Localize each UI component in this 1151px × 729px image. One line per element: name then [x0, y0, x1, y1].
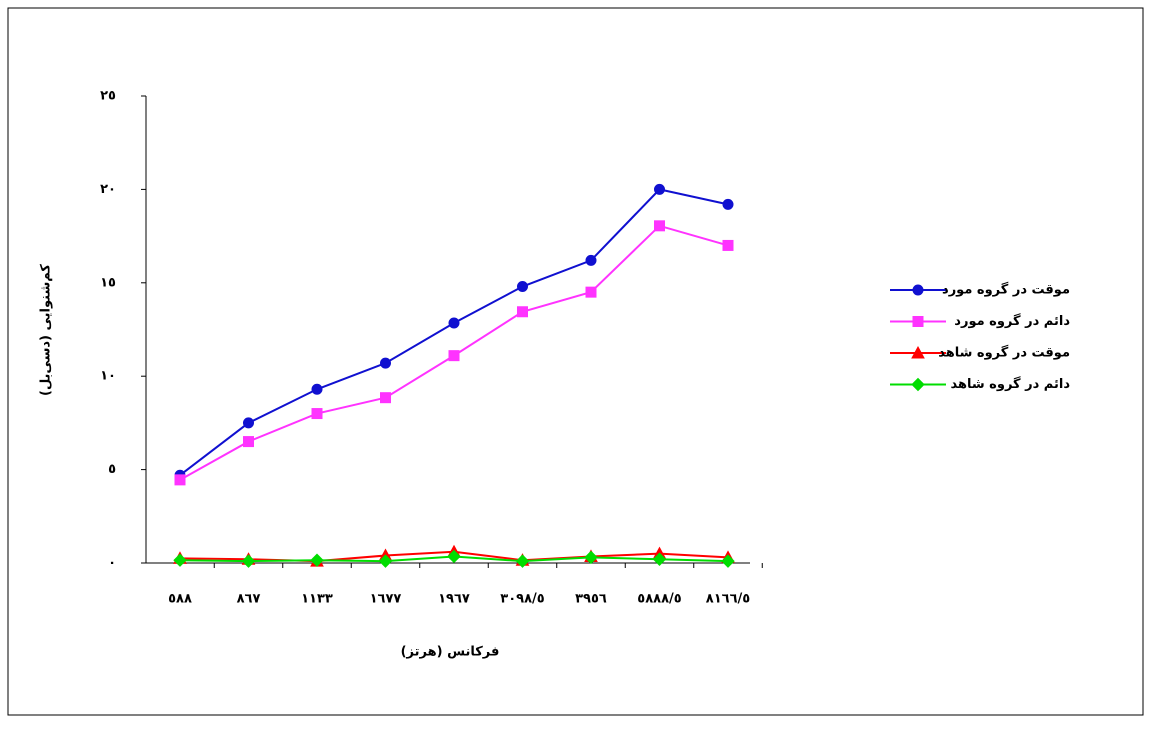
y-tick-label: ٥ [108, 462, 116, 477]
x-tick-label: ١١٣٣ [301, 592, 333, 607]
y-axis-title: کم‌شنوایی (دسی‌بل) [39, 264, 54, 396]
legend-label: موقت در گروه شاهد [938, 345, 1070, 361]
data-point [243, 417, 254, 429]
x-tick-label: ١٩٦٧ [438, 592, 470, 607]
legend-marker [911, 377, 925, 392]
data-point [654, 220, 665, 232]
data-point [380, 392, 391, 404]
y-tick-label: ١٠ [100, 369, 116, 384]
y-tick-label: ١٥ [100, 275, 116, 290]
data-point [174, 474, 186, 486]
data-point [652, 552, 667, 566]
x-tick-label: ٣٠٩٨/٥ [500, 592, 544, 607]
data-point [380, 357, 391, 369]
data-point [311, 408, 323, 420]
data-point [721, 554, 735, 568]
y-tick-label: ٠ [108, 556, 116, 571]
data-point [585, 286, 597, 298]
data-point [722, 239, 734, 251]
data-point [585, 254, 597, 266]
legend-marker [912, 284, 924, 296]
legend-marker [911, 345, 925, 359]
x-tick-label: ٨٦٧ [237, 592, 261, 607]
data-point [722, 198, 734, 210]
data-point [654, 183, 665, 195]
data-point [378, 554, 393, 568]
legend-label: موقت در گروه مورد [942, 282, 1070, 298]
x-tick-label: ٥٨٨ [168, 592, 192, 607]
x-tick-label: ٣٩٥٦ [575, 592, 607, 607]
data-point [584, 550, 598, 565]
data-point [243, 436, 254, 448]
y-tick-label: ٢٠ [100, 182, 116, 197]
x-tick-label: ١٦٧٧ [370, 592, 402, 607]
data-point [515, 554, 530, 568]
data-point [448, 317, 460, 329]
data-point [310, 553, 324, 567]
data-point [173, 553, 187, 567]
data-point [517, 306, 528, 318]
data-point [241, 554, 256, 568]
legend-marker [912, 316, 924, 327]
data-point [311, 383, 323, 395]
x-tick-label: ٨١٦٦/٥ [706, 592, 750, 607]
legend-label: دائم در گروه شاهد [950, 376, 1070, 392]
chart-border [7, 7, 1144, 716]
data-point [517, 281, 528, 293]
x-tick-label: ٥٨٨٨/٥ [637, 592, 681, 607]
data-point [448, 350, 460, 362]
legend-label: دائم در گروه مورد [954, 313, 1070, 329]
data-point [447, 549, 461, 564]
y-tick-label: ٢٥ [100, 89, 116, 104]
x-axis-title: فرکانس (هرتز) [401, 645, 500, 660]
